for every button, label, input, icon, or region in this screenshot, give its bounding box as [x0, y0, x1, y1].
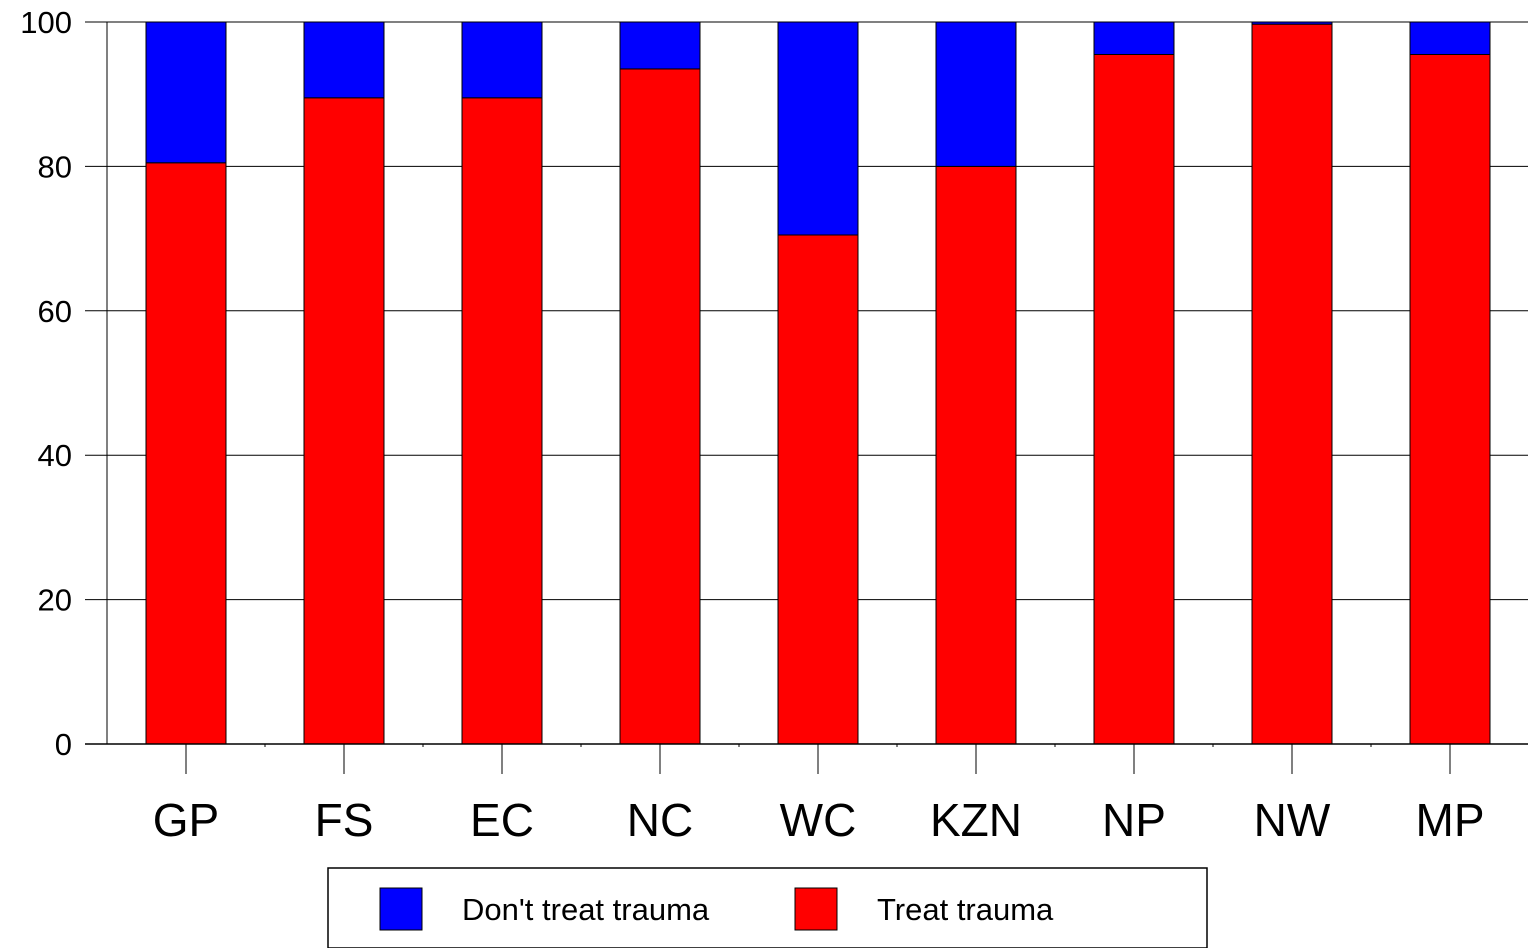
bar-wc-treat [777, 234, 859, 745]
x-tick-labels: GP FS EC NC WC KZN NP NW MP [153, 794, 1485, 846]
legend-label-dont-treat: Don't treat trauma [462, 892, 710, 927]
legend: Don't treat trauma Treat trauma [327, 867, 1208, 948]
bar-nw-dont-treat [1251, 21, 1333, 25]
bar-gp-dont-treat [145, 21, 227, 164]
y-tick-label-40: 40 [38, 438, 72, 473]
bar-kzn-treat [935, 165, 1017, 745]
x-tick-label-gp: GP [153, 794, 219, 846]
bar-mp-dont-treat [1409, 21, 1491, 55]
x-tick-label-wc: WC [780, 794, 857, 846]
x-tick-label-kzn: KZN [930, 794, 1022, 846]
legend-label-treat: Treat trauma [877, 892, 1054, 927]
y-tick-label-60: 60 [38, 294, 72, 329]
axes [85, 21, 1528, 774]
x-tick-label-nc: NC [627, 794, 693, 846]
y-tick-labels: 0 20 40 60 80 100 [20, 5, 72, 762]
bar-np-treat [1093, 53, 1175, 745]
y-tick-label-20: 20 [38, 583, 72, 618]
bar-nc-treat [619, 68, 701, 745]
bar-fs-treat [303, 97, 385, 745]
bar-wc-dont-treat [777, 21, 859, 236]
legend-swatch-dont-treat [379, 887, 423, 931]
bar-nc-dont-treat [619, 21, 701, 70]
bar-ec-treat [461, 97, 543, 745]
y-tick-label-100: 100 [20, 5, 72, 40]
bars [145, 21, 1491, 745]
x-tick-label-mp: MP [1416, 794, 1485, 846]
x-tick-label-ec: EC [470, 794, 534, 846]
y-tick-label-0: 0 [55, 727, 72, 762]
bar-nw-treat [1251, 23, 1333, 745]
legend-box [327, 867, 1208, 948]
bar-ec-dont-treat [461, 21, 543, 99]
legend-swatch-treat [794, 887, 838, 931]
bar-gp-treat [145, 162, 227, 745]
x-tick-label-np: NP [1102, 794, 1166, 846]
bar-mp-treat [1409, 53, 1491, 745]
x-tick-label-fs: FS [315, 794, 374, 846]
bar-fs-dont-treat [303, 21, 385, 99]
bar-np-dont-treat [1093, 21, 1175, 55]
y-tick-label-80: 80 [38, 149, 72, 184]
x-tick-label-nw: NW [1254, 794, 1331, 846]
bar-kzn-dont-treat [935, 21, 1017, 167]
